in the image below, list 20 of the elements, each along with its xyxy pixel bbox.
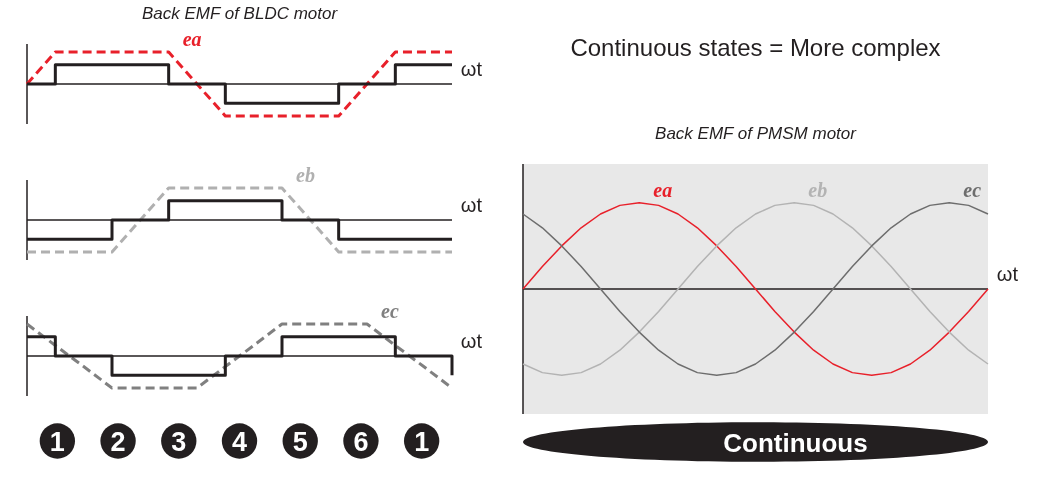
series-label: ea <box>182 28 202 50</box>
chart-title: Back EMF of PMSM motor <box>655 124 858 143</box>
series-label: ea <box>653 178 673 201</box>
text: Continuous states = More complex <box>570 34 941 61</box>
series-label: ec <box>963 178 982 201</box>
text: 2 <box>110 427 126 457</box>
x-axis-title: ωt <box>996 263 1019 285</box>
x-axis-title: ωt <box>460 194 483 216</box>
text: 6 <box>353 427 369 457</box>
text: 1 <box>414 427 430 457</box>
text: 1 <box>49 427 65 457</box>
series-label: eb <box>296 164 315 186</box>
x-axis-title: ωt <box>460 330 483 352</box>
text: 4 <box>231 427 248 457</box>
text: 5 <box>292 427 308 457</box>
x-axis-title: ωt <box>460 58 483 80</box>
chart-title: Back EMF of BLDC motor <box>141 4 339 23</box>
series-label: ec <box>381 300 399 322</box>
text: Continuous <box>723 428 868 458</box>
text: 3 <box>171 427 187 457</box>
